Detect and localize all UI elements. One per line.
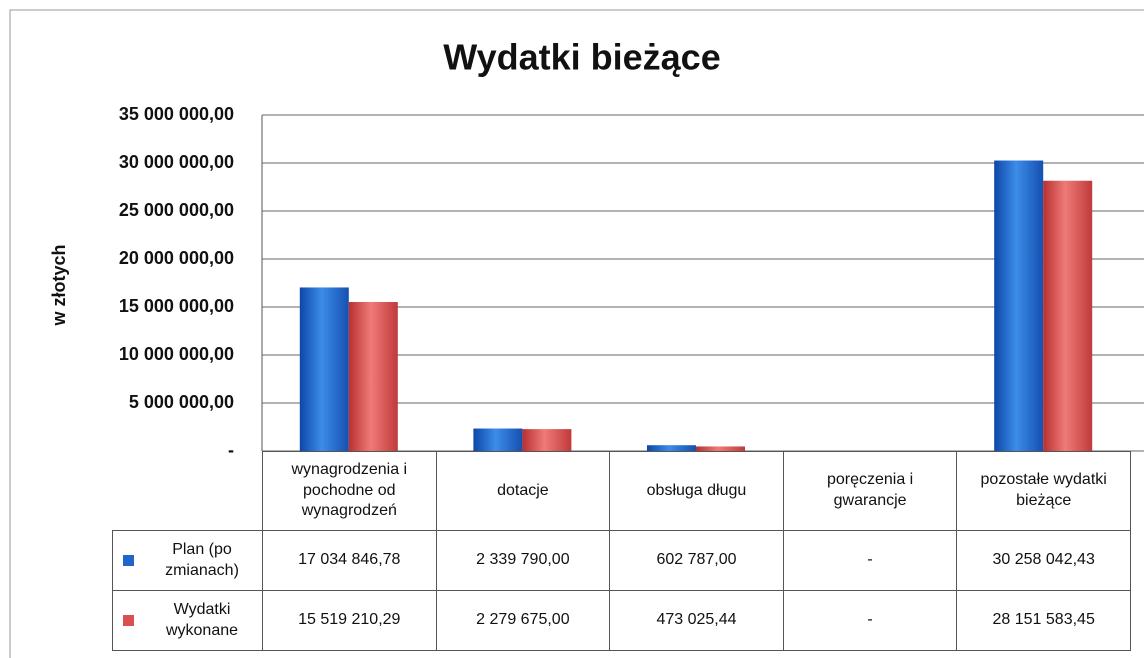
bar: [647, 445, 696, 451]
table-value: -: [782, 590, 958, 651]
y-tick-label: 30 000 000,00: [119, 152, 234, 172]
category-cell: poręczenia i gwarancje: [782, 451, 958, 531]
y-tick-label: -: [228, 440, 234, 460]
category-cell: dotacje: [435, 451, 611, 531]
bar: [473, 428, 523, 451]
y-tick-label: 5 000 000,00: [129, 392, 234, 412]
table-value: 2 339 790,00: [435, 530, 611, 591]
table-value: 17 034 846,78: [262, 530, 437, 591]
legend-swatch: [123, 615, 134, 626]
bar: [994, 160, 1044, 451]
y-axis-label: w złotych: [49, 244, 69, 326]
table-value: -: [782, 530, 958, 591]
table-value: 473 025,44: [609, 590, 784, 651]
legend-swatch: [123, 555, 134, 566]
table-value: 602 787,00: [609, 530, 784, 591]
category-cell: obsługa długu: [609, 451, 784, 531]
y-tick-label: 20 000 000,00: [119, 248, 234, 268]
bar: [1043, 180, 1093, 451]
bar: [696, 446, 745, 451]
legend-label: Wydatki wykonane: [165, 600, 239, 639]
legend-entry: Plan (po zmianach): [112, 530, 263, 591]
y-tick-label: 25 000 000,00: [119, 200, 234, 220]
table-value: 2 279 675,00: [435, 590, 611, 651]
bar: [299, 287, 349, 451]
chart-frame: [9, 9, 1144, 658]
category-cell: pozostałe wydatki bieżące: [956, 451, 1131, 531]
bar: [348, 302, 398, 451]
chart-title: Wydatki bieżące: [443, 37, 720, 78]
category-cell: wynagrodzenia i pochodne od wynagrodzeń: [262, 451, 437, 531]
bar: [522, 429, 572, 451]
y-tick-label: 35 000 000,00: [119, 104, 234, 124]
legend-entry: Wydatki wykonane: [112, 590, 263, 651]
table-value: 28 151 583,45: [956, 590, 1131, 651]
table-value: 15 519 210,29: [262, 590, 437, 651]
table-value: 30 258 042,43: [956, 530, 1131, 591]
y-tick-label: 10 000 000,00: [119, 344, 234, 364]
legend-label: Plan (po zmianach): [165, 540, 239, 579]
y-tick-label: 15 000 000,00: [119, 296, 234, 316]
